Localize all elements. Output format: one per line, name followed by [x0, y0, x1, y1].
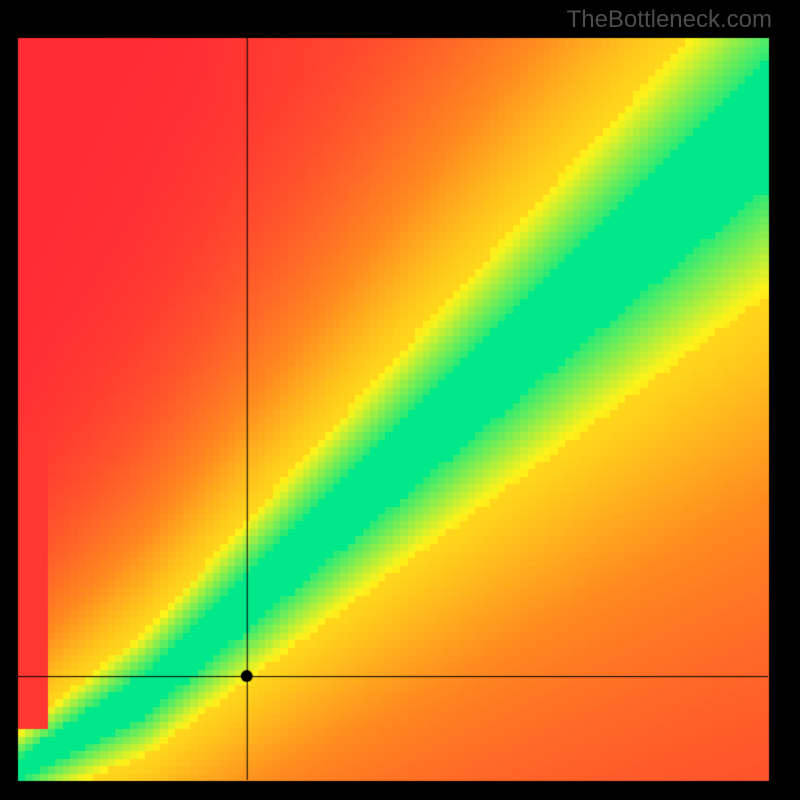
chart-container: { "watermark": { "text": "TheBottleneck.… — [0, 0, 800, 800]
bottleneck-heatmap — [0, 0, 800, 800]
watermark-text: TheBottleneck.com — [567, 6, 772, 34]
